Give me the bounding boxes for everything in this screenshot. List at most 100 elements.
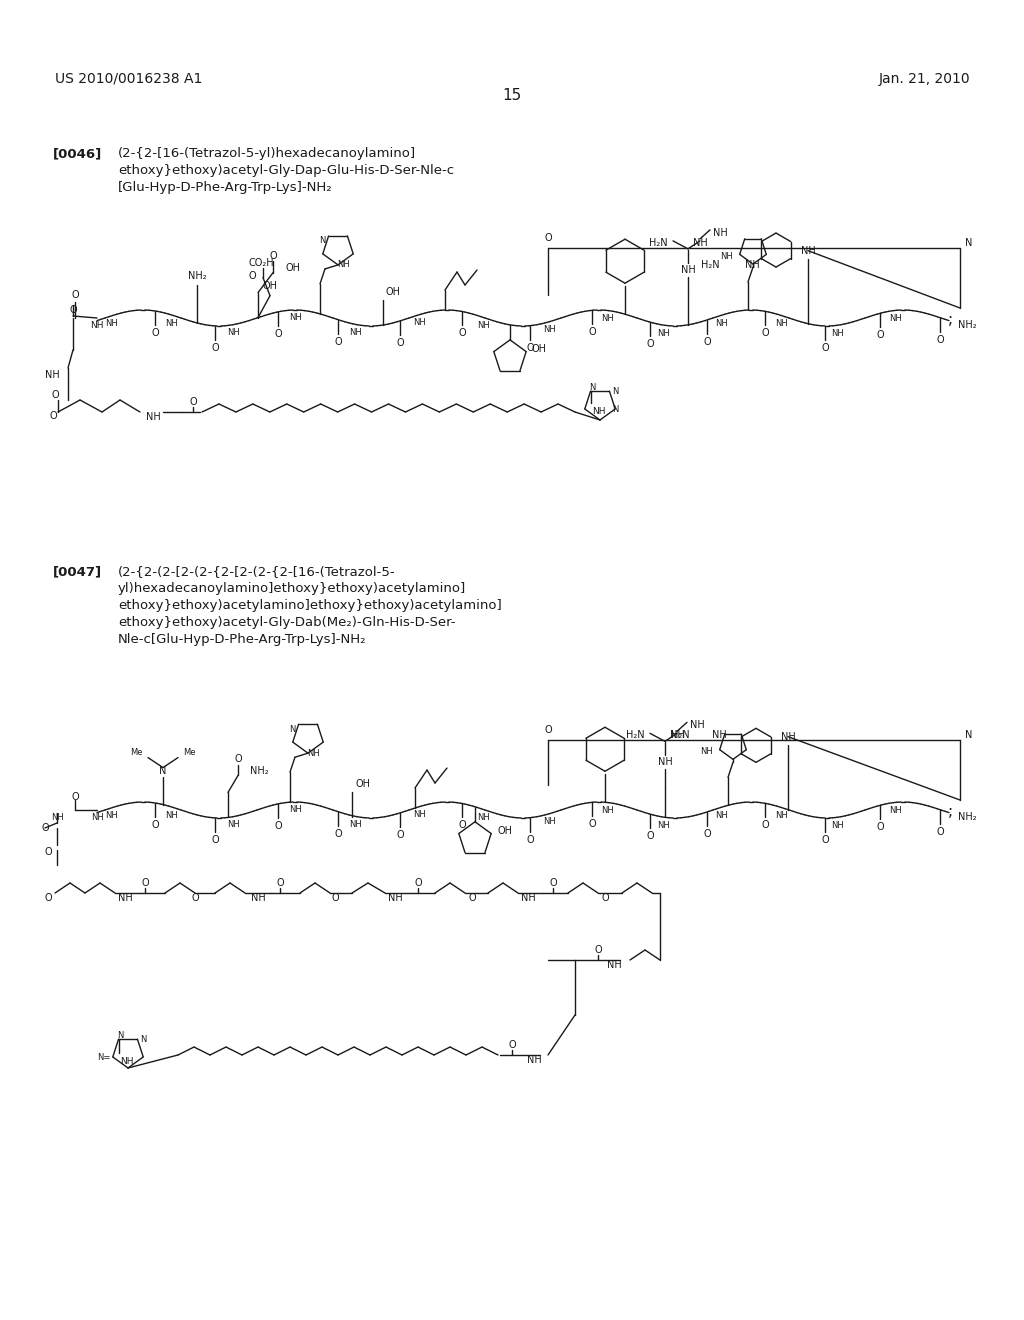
Text: O: O	[44, 894, 52, 903]
Text: O: O	[761, 820, 769, 830]
Text: OH: OH	[497, 826, 512, 836]
Text: N: N	[965, 730, 973, 741]
Text: O: O	[936, 335, 944, 345]
Text: OH: OH	[386, 286, 401, 297]
Text: NH: NH	[166, 810, 178, 820]
Text: NH: NH	[712, 730, 727, 741]
Text: Me: Me	[130, 748, 143, 758]
Text: N: N	[140, 1035, 146, 1044]
Text: NH: NH	[716, 318, 728, 327]
Text: NH: NH	[693, 238, 708, 248]
Text: NH: NH	[349, 820, 362, 829]
Text: NH: NH	[251, 894, 265, 903]
Text: O: O	[70, 305, 77, 315]
Text: O: O	[152, 820, 159, 830]
Text: O: O	[761, 329, 769, 338]
Text: NH: NH	[801, 246, 815, 256]
Text: ethoxy}ethoxy)acetyl-Gly-Dab(Me₂)-Gln-His-D-Ser-: ethoxy}ethoxy)acetyl-Gly-Dab(Me₂)-Gln-Hi…	[118, 616, 456, 630]
Text: OH: OH	[532, 345, 547, 354]
Text: O: O	[249, 271, 256, 281]
Text: O: O	[72, 290, 79, 300]
Text: NH: NH	[775, 812, 788, 820]
Text: N: N	[611, 388, 618, 396]
Text: N: N	[589, 384, 595, 392]
Text: yl)hexadecanoylamino]ethoxy}ethoxy)acetylamino]: yl)hexadecanoylamino]ethoxy}ethoxy)acety…	[118, 582, 466, 595]
Text: O: O	[544, 725, 552, 735]
Text: NH: NH	[745, 260, 760, 271]
Text: (2-{2-[16-(Tetrazol-5-yl)hexadecanoylamino]: (2-{2-[16-(Tetrazol-5-yl)hexadecanoylami…	[118, 147, 416, 160]
Text: Jan. 21, 2010: Jan. 21, 2010	[879, 73, 970, 86]
Text: NH: NH	[670, 730, 685, 741]
Text: NH: NH	[890, 314, 902, 323]
Text: NH: NH	[607, 960, 622, 970]
Text: NH: NH	[414, 810, 426, 818]
Text: NH: NH	[414, 318, 426, 327]
Text: Me: Me	[183, 748, 196, 758]
Text: N: N	[965, 238, 973, 248]
Text: NH: NH	[226, 329, 240, 337]
Text: O: O	[877, 822, 884, 833]
Text: NH: NH	[90, 321, 103, 330]
Text: [Glu-Hyp-D-Phe-Arg-Trp-Lys]-NH₂: [Glu-Hyp-D-Phe-Arg-Trp-Lys]-NH₂	[118, 181, 333, 194]
Text: NH: NH	[602, 807, 614, 814]
Text: NH: NH	[289, 805, 301, 814]
Text: NH: NH	[656, 329, 670, 338]
Text: O: O	[549, 878, 557, 888]
Text: O: O	[458, 821, 466, 830]
Text: NH: NH	[831, 821, 845, 830]
Text: NH: NH	[105, 812, 119, 820]
Text: NH: NH	[700, 747, 713, 756]
Text: [0047]: [0047]	[53, 565, 102, 578]
Text: O: O	[44, 847, 52, 857]
Text: Nle-c[Glu-Hyp-D-Phe-Arg-Trp-Lys]-NH₂: Nle-c[Glu-Hyp-D-Phe-Arg-Trp-Lys]-NH₂	[118, 634, 367, 645]
Text: NH: NH	[166, 318, 178, 327]
Text: O: O	[334, 829, 342, 838]
Text: NH: NH	[289, 314, 301, 322]
Text: NH: NH	[831, 329, 845, 338]
Text: NH: NH	[681, 265, 695, 275]
Text: O: O	[331, 894, 339, 903]
Text: O: O	[821, 836, 828, 845]
Text: O: O	[646, 832, 653, 841]
Text: OH: OH	[262, 281, 278, 290]
Text: N: N	[611, 404, 618, 413]
Text: NH: NH	[145, 412, 161, 422]
Text: NH: NH	[593, 407, 606, 416]
Text: NH: NH	[105, 319, 119, 329]
Text: NH: NH	[890, 805, 902, 814]
Text: O: O	[588, 820, 596, 829]
Text: NH: NH	[716, 810, 728, 820]
Text: NH₂: NH₂	[958, 812, 977, 822]
Text: NH: NH	[477, 813, 490, 822]
Text: NH: NH	[388, 894, 402, 903]
Text: ethoxy}ethoxy)acetyl-Gly-Dap-Glu-His-D-Ser-Nle-c: ethoxy}ethoxy)acetyl-Gly-Dap-Glu-His-D-S…	[118, 164, 454, 177]
Text: O: O	[396, 338, 403, 348]
Text: NH: NH	[544, 817, 556, 826]
Text: OH: OH	[355, 779, 370, 789]
Text: (2-{2-(2-[2-(2-{2-[2-(2-{2-[16-(Tetrazol-5-: (2-{2-(2-[2-(2-{2-[2-(2-{2-[16-(Tetrazol…	[118, 565, 395, 578]
Text: N: N	[117, 1031, 123, 1040]
Text: NH: NH	[45, 370, 60, 380]
Text: O: O	[269, 251, 276, 260]
Text: NH: NH	[602, 314, 614, 323]
Text: N: N	[289, 725, 295, 734]
Text: O: O	[544, 234, 552, 243]
Text: O: O	[526, 343, 534, 352]
Text: O: O	[414, 878, 422, 888]
Text: NH₂: NH₂	[187, 271, 206, 281]
Text: N=: N=	[96, 1052, 110, 1061]
Text: O: O	[51, 389, 58, 400]
Text: O: O	[334, 337, 342, 347]
Text: NH: NH	[544, 325, 556, 334]
Text: O: O	[41, 822, 49, 833]
Text: O: O	[703, 337, 711, 347]
Text: NH: NH	[690, 721, 705, 730]
Text: [0046]: [0046]	[53, 147, 102, 160]
Text: O: O	[526, 834, 534, 845]
Text: O: O	[936, 826, 944, 837]
Text: NH: NH	[306, 748, 319, 758]
Text: NH: NH	[91, 813, 103, 822]
Text: NH: NH	[349, 327, 362, 337]
Text: O: O	[141, 878, 148, 888]
Text: O: O	[468, 894, 476, 903]
